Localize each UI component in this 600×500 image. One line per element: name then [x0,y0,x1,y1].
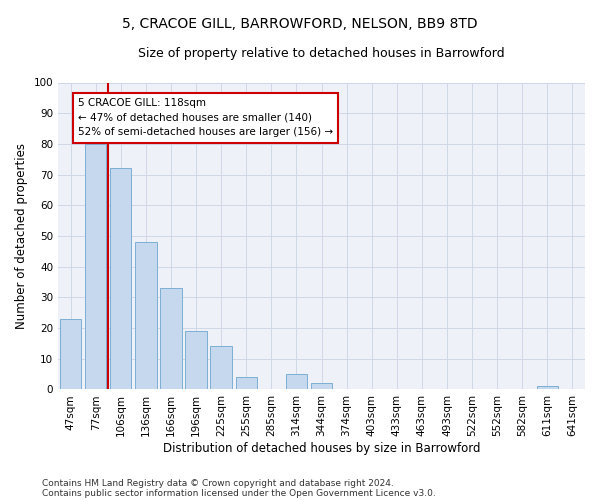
Bar [286,374,307,390]
Bar [536,386,558,390]
Text: 5, CRACOE GILL, BARROWFORD, NELSON, BB9 8TD: 5, CRACOE GILL, BARROWFORD, NELSON, BB9 … [122,18,478,32]
Bar [85,144,106,390]
Bar [185,331,207,390]
Text: 5 CRACOE GILL: 118sqm
← 47% of detached houses are smaller (140)
52% of semi-det: 5 CRACOE GILL: 118sqm ← 47% of detached … [78,98,333,138]
Bar [311,384,332,390]
Bar [60,319,81,390]
Text: Contains public sector information licensed under the Open Government Licence v3: Contains public sector information licen… [42,488,436,498]
Bar [236,377,257,390]
Bar [211,346,232,390]
Title: Size of property relative to detached houses in Barrowford: Size of property relative to detached ho… [138,48,505,60]
Text: Contains HM Land Registry data © Crown copyright and database right 2024.: Contains HM Land Registry data © Crown c… [42,478,394,488]
Y-axis label: Number of detached properties: Number of detached properties [15,143,28,329]
Bar [160,288,182,390]
Bar [135,242,157,390]
X-axis label: Distribution of detached houses by size in Barrowford: Distribution of detached houses by size … [163,442,480,455]
Bar [110,168,131,390]
